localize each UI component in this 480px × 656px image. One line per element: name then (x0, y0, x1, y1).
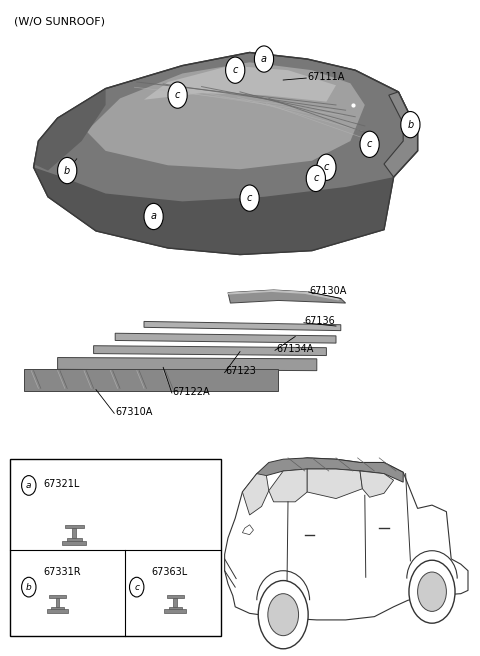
Polygon shape (228, 290, 346, 303)
Polygon shape (34, 52, 418, 255)
Polygon shape (144, 321, 341, 331)
Polygon shape (228, 290, 341, 300)
Polygon shape (173, 598, 177, 607)
Circle shape (317, 154, 336, 180)
Circle shape (144, 203, 163, 230)
Circle shape (22, 577, 36, 597)
FancyBboxPatch shape (10, 459, 221, 636)
Text: c: c (134, 583, 139, 592)
Polygon shape (49, 594, 66, 598)
Circle shape (306, 165, 325, 192)
Circle shape (22, 476, 36, 495)
Polygon shape (269, 469, 307, 502)
Text: 67136: 67136 (305, 316, 336, 327)
Polygon shape (86, 62, 365, 169)
Text: 67331R: 67331R (43, 567, 81, 577)
Text: a: a (261, 54, 267, 64)
Text: 67123: 67123 (226, 366, 256, 377)
Circle shape (360, 131, 379, 157)
Polygon shape (225, 458, 468, 620)
Polygon shape (384, 92, 418, 177)
Polygon shape (34, 89, 106, 171)
Polygon shape (62, 541, 86, 544)
Polygon shape (58, 358, 317, 371)
Circle shape (268, 594, 299, 636)
Polygon shape (34, 167, 394, 255)
Polygon shape (242, 474, 269, 515)
Polygon shape (47, 609, 69, 613)
Polygon shape (360, 471, 394, 497)
Circle shape (401, 112, 420, 138)
Polygon shape (24, 369, 278, 391)
Text: b: b (407, 119, 414, 130)
Circle shape (409, 560, 455, 623)
Circle shape (168, 82, 187, 108)
Polygon shape (144, 66, 336, 102)
Polygon shape (56, 598, 60, 607)
Polygon shape (65, 525, 84, 528)
Text: 67122A: 67122A (173, 386, 210, 397)
Circle shape (240, 185, 259, 211)
Text: c: c (313, 173, 319, 184)
Polygon shape (168, 607, 182, 611)
Polygon shape (72, 528, 76, 539)
Text: 67130A: 67130A (310, 285, 347, 296)
Text: b: b (64, 165, 71, 176)
Polygon shape (115, 333, 336, 343)
Polygon shape (257, 458, 403, 484)
Polygon shape (94, 346, 326, 356)
Text: 67363L: 67363L (151, 567, 187, 577)
Text: c: c (232, 65, 238, 75)
Circle shape (254, 46, 274, 72)
Circle shape (226, 57, 245, 83)
Text: 67310A: 67310A (115, 407, 153, 417)
Circle shape (418, 572, 446, 611)
Polygon shape (51, 607, 64, 611)
Polygon shape (167, 594, 183, 598)
Text: 67134A: 67134A (276, 344, 313, 354)
Polygon shape (67, 539, 82, 544)
Polygon shape (307, 469, 362, 499)
Text: b: b (26, 583, 32, 592)
Text: a: a (151, 211, 156, 222)
Text: a: a (26, 481, 32, 490)
Polygon shape (242, 525, 253, 535)
Text: (W/O SUNROOF): (W/O SUNROOF) (14, 16, 106, 26)
Circle shape (258, 581, 308, 649)
Text: 67111A: 67111A (307, 72, 345, 82)
Text: c: c (175, 90, 180, 100)
Text: c: c (367, 139, 372, 150)
Polygon shape (164, 609, 186, 613)
Text: 67321L: 67321L (43, 479, 80, 489)
Text: c: c (247, 193, 252, 203)
Circle shape (58, 157, 77, 184)
Circle shape (130, 577, 144, 597)
Text: c: c (324, 162, 329, 173)
